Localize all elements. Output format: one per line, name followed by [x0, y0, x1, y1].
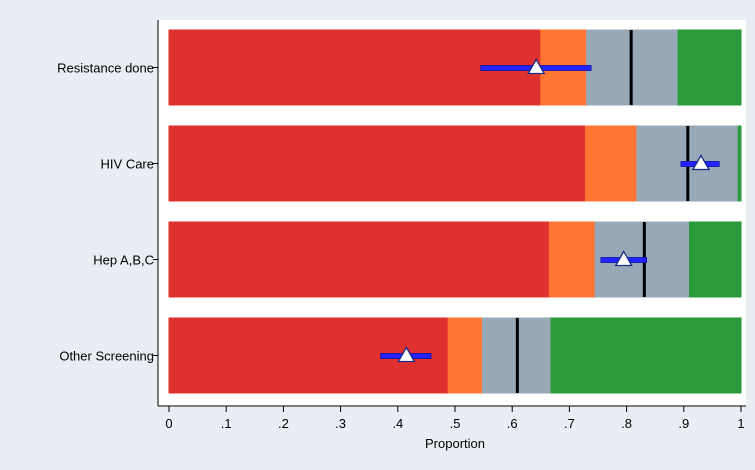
x-tick-label: 0: [165, 416, 172, 431]
x-tick-label: .3: [335, 416, 346, 431]
bar-segment-4: [737, 125, 742, 202]
x-tick-label: .5: [450, 416, 461, 431]
x-tick-label: .9: [678, 416, 689, 431]
category-label: Resistance done: [57, 61, 154, 76]
x-tick-label: 1: [737, 416, 744, 431]
x-tick-label: .6: [507, 416, 518, 431]
bar-segment-2: [548, 221, 596, 298]
category-label: Hep A,B,C: [93, 253, 154, 268]
bar-segment-2: [584, 125, 638, 202]
x-tick-label: .8: [621, 416, 632, 431]
x-tick-label: .7: [564, 416, 575, 431]
point-estimate-marker: [397, 346, 416, 363]
bar-segment-4: [677, 29, 742, 106]
x-tick-label: .4: [392, 416, 403, 431]
bar-segment-2: [447, 317, 483, 394]
x-tick-label: .2: [278, 416, 289, 431]
point-estimate-marker: [527, 58, 546, 75]
x-tick-label: .1: [221, 416, 232, 431]
x-axis-title: Proportion: [425, 436, 485, 451]
point-estimate-marker: [691, 154, 711, 171]
bar-segment-4: [689, 221, 742, 298]
category-label: HIV Care: [101, 157, 154, 172]
bar-segment-1: [168, 221, 550, 298]
point-estimate-marker: [614, 250, 633, 267]
bar-segment-4: [550, 317, 742, 394]
bar-segment-1: [168, 125, 586, 202]
bar-segment-1: [168, 29, 542, 106]
category-label: Other Screening: [59, 349, 154, 364]
